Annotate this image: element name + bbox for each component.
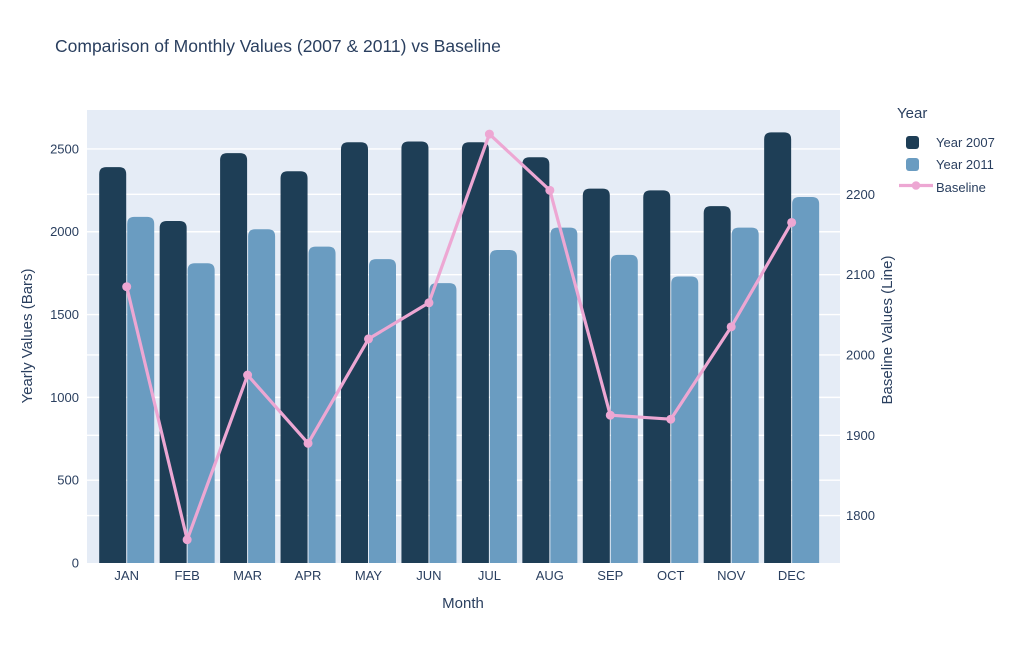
y-right-tick-label: 2100 bbox=[846, 267, 875, 282]
baseline-point-sep[interactable] bbox=[605, 410, 615, 420]
baseline-point-feb[interactable] bbox=[182, 535, 192, 545]
baseline-point-jun[interactable] bbox=[424, 298, 434, 308]
bar-year-2007-apr[interactable] bbox=[280, 171, 308, 563]
bar-year-2007-jun[interactable] bbox=[401, 141, 429, 563]
x-tick-label-oct: OCT bbox=[657, 568, 685, 583]
x-tick-label-apr: APR bbox=[295, 568, 322, 583]
legend-title: Year bbox=[897, 105, 927, 122]
x-tick-label-jul: JUL bbox=[478, 568, 501, 583]
y-left-tick-label: 1000 bbox=[50, 390, 79, 405]
line-series bbox=[122, 129, 797, 545]
x-tick-label-aug: AUG bbox=[536, 568, 564, 583]
bar-year-2011-apr[interactable] bbox=[308, 246, 336, 564]
x-tick-label-feb: FEB bbox=[175, 568, 200, 583]
legend-items: Year 2007 Year 2011 Baseline bbox=[899, 135, 995, 195]
baseline-point-jan[interactable] bbox=[122, 282, 132, 292]
y-left-tick-label: 2000 bbox=[50, 224, 79, 239]
legend: Year Year 2007 Year 2011 Baseline bbox=[897, 105, 995, 195]
bar-year-2011-mar[interactable] bbox=[248, 229, 276, 563]
y-right-tick-label: 2000 bbox=[846, 347, 875, 362]
bar-year-2011-sep[interactable] bbox=[610, 254, 638, 563]
bar-year-2007-dec[interactable] bbox=[764, 132, 792, 563]
bar-year-2007-jul[interactable] bbox=[461, 142, 489, 564]
legend-item-year-2011[interactable]: Year 2011 bbox=[906, 157, 994, 172]
x-tick-label-mar: MAR bbox=[233, 568, 262, 583]
legend-swatch bbox=[906, 136, 919, 149]
y-right-tick-label: 1900 bbox=[846, 428, 875, 443]
bar-year-2011-aug[interactable] bbox=[550, 227, 578, 563]
bar-year-2007-sep[interactable] bbox=[582, 188, 610, 563]
baseline-point-mar[interactable] bbox=[243, 370, 253, 380]
legend-line-marker bbox=[911, 181, 921, 190]
bar-year-2007-aug[interactable] bbox=[522, 157, 550, 563]
bar-year-2011-feb[interactable] bbox=[187, 263, 215, 563]
x-tick-label-may: MAY bbox=[355, 568, 383, 583]
y-axis-right-title: Baseline Values (Line) bbox=[879, 256, 896, 405]
x-tick-label-sep: SEP bbox=[597, 568, 623, 583]
x-axis-ticks: JAN FEB MAR APR MAY JUN JUL AUG SEP OCT NOV DEC bbox=[114, 568, 805, 583]
legend-item-year-2007[interactable]: Year 2007 bbox=[906, 135, 995, 150]
y-left-tick-label: 500 bbox=[57, 473, 79, 488]
bar-year-2011-jun[interactable] bbox=[429, 283, 457, 563]
y-axis-left-ticks: 0 500 1000 1500 2000 2500 bbox=[50, 141, 79, 570]
legend-item-baseline[interactable]: Baseline bbox=[899, 180, 986, 195]
bar-year-2011-jan[interactable] bbox=[127, 216, 155, 564]
baseline-point-may[interactable] bbox=[364, 334, 373, 344]
baseline-line bbox=[125, 132, 794, 542]
y-right-tick-label: 1800 bbox=[846, 508, 875, 523]
baseline-point-aug[interactable] bbox=[545, 185, 555, 195]
y-left-tick-label: 2500 bbox=[50, 141, 79, 156]
baseline-point-oct[interactable] bbox=[666, 414, 676, 424]
x-tick-label-dec: DEC bbox=[778, 568, 805, 583]
chart-title: Comparison of Monthly Values (2007 & 201… bbox=[55, 36, 501, 56]
x-tick-label-jun: JUN bbox=[416, 568, 441, 583]
x-axis-title: Month bbox=[442, 595, 484, 612]
y-axis-left-title: Yearly Values (Bars) bbox=[19, 268, 36, 403]
bar-year-2011-may[interactable] bbox=[369, 259, 396, 563]
y-axis-right-ticks: 1800 1900 2000 2100 2200 bbox=[846, 187, 875, 523]
bar-series bbox=[99, 132, 820, 564]
legend-item-label: Year 2007 bbox=[936, 135, 995, 150]
bar-year-2007-jan[interactable] bbox=[99, 167, 127, 564]
bar-year-2007-nov[interactable] bbox=[703, 206, 731, 564]
legend-swatch bbox=[906, 158, 919, 171]
baseline-point-dec[interactable] bbox=[787, 217, 797, 227]
y-left-tick-label: 0 bbox=[72, 556, 79, 571]
baseline-point-jul[interactable] bbox=[484, 129, 494, 139]
bar-year-2007-feb[interactable] bbox=[159, 220, 187, 563]
bar-year-2007-may[interactable] bbox=[341, 142, 368, 564]
x-tick-label-jan: JAN bbox=[114, 568, 139, 583]
bar-year-2011-dec[interactable] bbox=[792, 196, 820, 564]
y-left-tick-label: 1500 bbox=[50, 307, 79, 322]
y-right-tick-label: 2200 bbox=[846, 187, 875, 202]
baseline-point-apr[interactable] bbox=[303, 438, 313, 448]
baseline-point-nov[interactable] bbox=[726, 322, 736, 332]
bar-year-2011-oct[interactable] bbox=[671, 276, 699, 563]
bar-year-2007-mar[interactable] bbox=[220, 153, 248, 564]
bar-year-2011-jul[interactable] bbox=[489, 249, 517, 563]
x-tick-label-nov: NOV bbox=[717, 568, 746, 583]
legend-item-label: Year 2011 bbox=[936, 157, 994, 172]
bar-year-2011-nov[interactable] bbox=[731, 227, 759, 563]
legend-item-label: Baseline bbox=[936, 180, 986, 195]
bar-year-2007-oct[interactable] bbox=[643, 190, 671, 563]
